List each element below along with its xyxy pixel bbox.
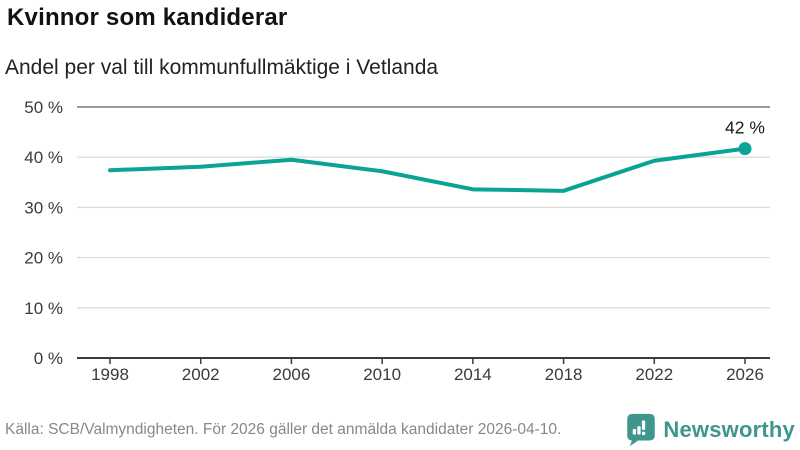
line-chart-svg: 0 % 10 % 20 % 30 % 40 % 50 % 1998 2002 2006 2010 2… [24, 98, 770, 384]
x-tick-label: 1998 [91, 365, 129, 384]
line-chart: 0 % 10 % 20 % 30 % 40 % 50 % 1998 2002 2006 2010 2… [0, 95, 800, 395]
x-tick-label: 2014 [454, 365, 492, 384]
end-point-dot [738, 142, 752, 156]
y-tick-label: 20 % [24, 249, 63, 268]
x-tick-label: 2026 [726, 365, 764, 384]
y-tick-label: 0 % [34, 349, 63, 368]
end-point-label: 42 % [725, 118, 765, 138]
x-tick-label: 2010 [363, 365, 401, 384]
y-tick-label: 50 % [24, 98, 63, 117]
x-tick-label: 2006 [273, 365, 311, 384]
source-note: Källa: SCB/Valmyndigheten. För 2026 gäll… [5, 420, 562, 438]
x-tick-label: 2022 [635, 365, 673, 384]
footer: Källa: SCB/Valmyndigheten. För 2026 gäll… [5, 413, 795, 446]
y-tick-label: 40 % [24, 148, 63, 167]
x-tick-label: 2002 [182, 365, 220, 384]
x-tick-label: 2018 [545, 365, 583, 384]
y-tick-label: 30 % [24, 198, 63, 217]
data-line [108, 146, 747, 193]
chart-title: Kvinnor som kandiderar [7, 4, 288, 31]
newsworthy-bubble-chart-icon [627, 413, 656, 446]
newsworthy-wordmark: Newsworthy [663, 416, 795, 442]
chart-subtitle: Andel per val till kommunfullmäktige i V… [5, 56, 439, 79]
y-tick-label: 10 % [24, 299, 63, 318]
newsworthy-logo: Newsworthy [626, 413, 795, 446]
